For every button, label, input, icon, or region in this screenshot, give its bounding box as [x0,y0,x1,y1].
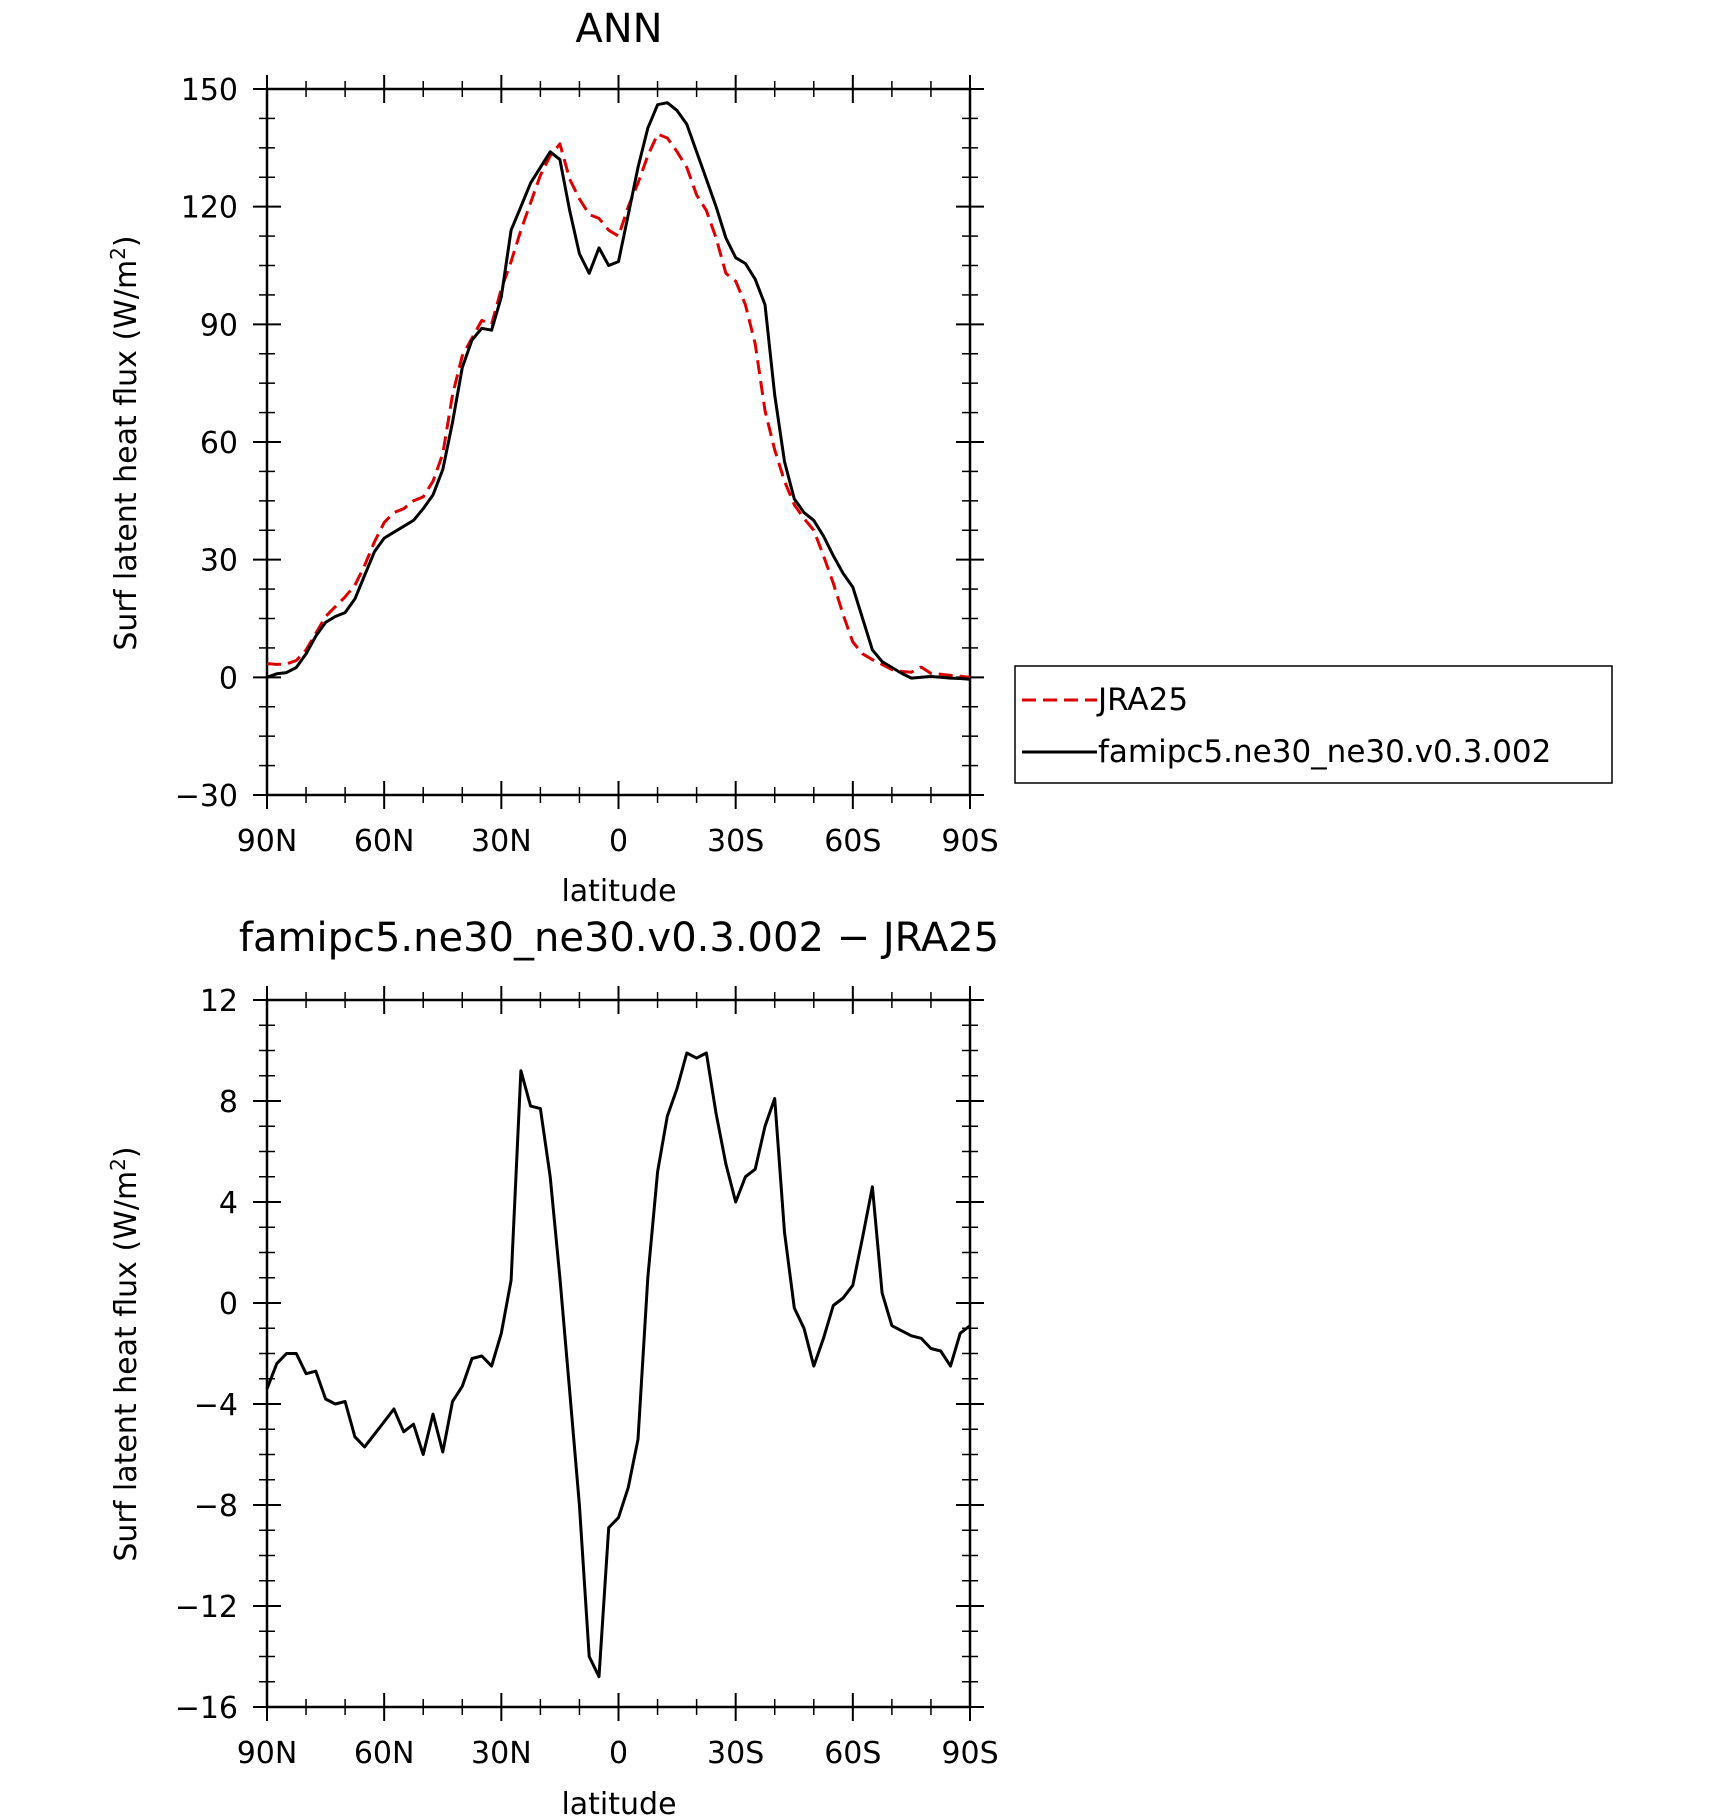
bottom-panel: famipc5.ne30_ne30.v0.3.002 − JRA25 90N 60… [106,915,999,1816]
bottom-chart-y-axis-label: Surf latent heat flux (W/m2) [106,1146,144,1561]
top-y-tick-label: 30 [200,544,238,579]
top-y-tick-label: 60 [200,426,238,461]
top-x-tick-label: 90S [941,824,998,859]
top-x-tick-label: 60N [354,824,415,859]
top-series-line-jra25 [266,132,971,679]
bottom-chart-title: famipc5.ne30_ne30.v0.3.002 − JRA25 [239,915,999,961]
top-x-tick-label: 60S [824,824,881,859]
legend-label-jra25: JRA25 [1096,682,1188,718]
bottom-x-tick-label: 30S [707,1736,764,1771]
top-x-tick-label: 30N [471,824,532,859]
top-y-tick-label: 0 [219,661,238,696]
top-y-tick-label: −30 [175,779,238,814]
bottom-series-line-0 [265,1051,971,1679]
bottom-x-tick-label: 0 [609,1736,628,1771]
top-chart-legend: JRA25 famipc5.ne30_ne30.v0.3.002 [1014,665,1613,784]
bottom-chart-series [265,1051,971,1679]
bottom-y-tick-label: 0 [219,1287,238,1322]
bottom-chart-axes: 90N 60N 30N 0 30S 60S 90S −16 −12 −8 −4 0 4 8 12 [175,984,999,1771]
bottom-y-tick-label: −16 [175,1691,238,1726]
bottom-plot-frame [265,998,972,1709]
top-x-tick-label: 30S [707,824,764,859]
top-series-line-famipc5-ne30-ne30-v0-3-002 [266,101,971,681]
bottom-x-tick-label: 90S [941,1736,998,1771]
top-chart-y-axis-label: Surf latent heat flux (W/m2) [106,235,144,650]
top-chart-series [266,101,971,681]
bottom-y-tick-label: −4 [194,1388,238,1423]
top-chart-title: ANN [575,6,662,52]
bottom-y-tick-label: 4 [219,1186,238,1221]
top-panel: ANN 90N 60N 30N 0 30S 60S 90S−300306090120150 … [106,6,1613,909]
bottom-chart-x-axis-label: latitude [561,1787,676,1816]
bottom-y-tick-label: 8 [219,1085,238,1120]
bottom-x-tick-label: 60N [354,1736,415,1771]
bottom-x-tick-label: 30N [471,1736,532,1771]
top-plot-frame [265,87,972,797]
top-x-tick-label: 90N [237,824,298,859]
bottom-x-tick-label: 60S [824,1736,881,1771]
bottom-y-tick-label: 12 [200,984,238,1019]
top-y-tick-label: 90 [200,308,238,343]
legend-box [1014,665,1613,784]
bottom-y-tick-label: −12 [175,1590,238,1625]
bottom-y-tick-label: −8 [194,1489,238,1524]
top-chart-x-axis-label: latitude [561,874,676,909]
legend-label-model: famipc5.ne30_ne30.v0.3.002 [1098,734,1551,770]
top-y-tick-label: 150 [181,73,238,108]
top-y-tick-label: 120 [181,191,238,226]
top-x-tick-label: 0 [609,824,628,859]
bottom-x-tick-label: 90N [237,1736,298,1771]
top-chart-axes: 90N 60N 30N 0 30S 60S 90S −30 0 30 60 90 120 150 [175,73,999,859]
